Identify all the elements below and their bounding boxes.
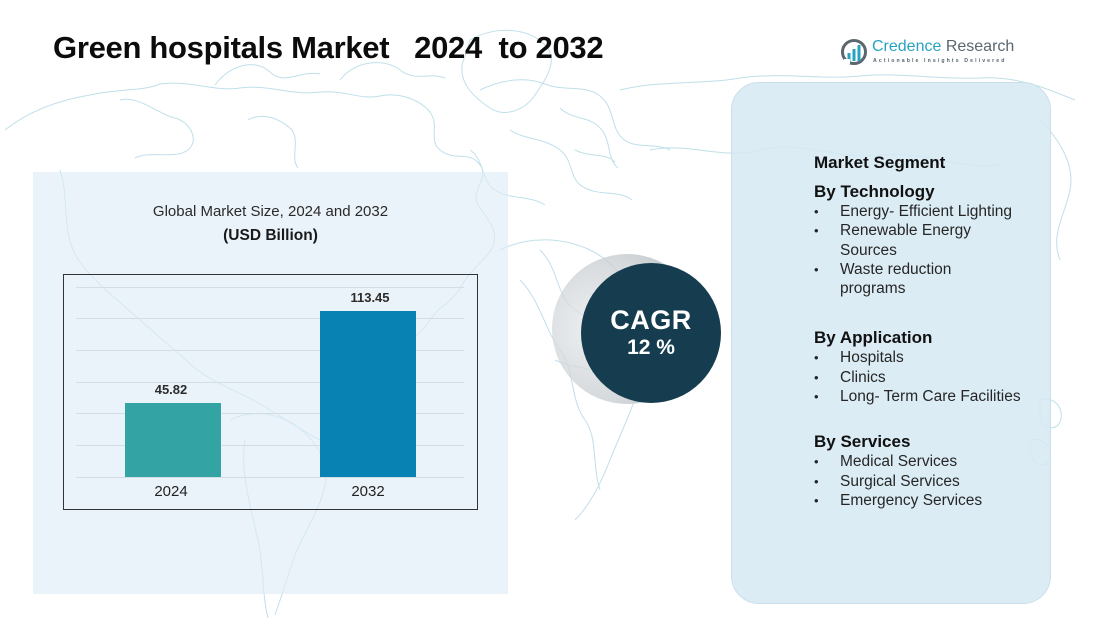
segment-item: • Waste reduction programs [814, 260, 979, 299]
cagr-badge: CAGR 12 % [581, 263, 721, 403]
bullet-icon: • [814, 473, 819, 489]
segment-item-label: Energy- Efficient Lighting [840, 203, 1013, 220]
market-size-chart-panel: Global Market Size, 2024 and 2032 (USD B… [33, 172, 508, 594]
segment-title: Market Segment [814, 153, 946, 172]
segment-item-label: Medical Services [840, 453, 958, 471]
chart-title: Global Market Size, 2024 and 2032 [152, 203, 389, 220]
bullet-icon: • [814, 389, 819, 405]
segment-item-label: Clinics [840, 368, 886, 386]
x-axis-label-2024: 2024 [154, 483, 188, 500]
bar-chart-circle-icon [841, 39, 867, 65]
segment-group-application: By Application • Hospitals • Clinics • Long… [814, 328, 1049, 406]
segment-heading: By Technology [814, 182, 935, 201]
segment-item: • Renewable Energy Sources [814, 221, 994, 260]
cagr-value: 12 % [627, 336, 675, 359]
segment-group-services: By Services • Medical Services • Surgical … [814, 432, 1049, 510]
gridline [76, 477, 464, 478]
segment-item-label: Surgical Services [840, 472, 960, 490]
segment-item: • Energy- Efficient Lighting [814, 202, 1049, 221]
bar-value-2032: 113.45 [350, 290, 390, 305]
bar-2032[interactable] [320, 311, 416, 477]
segment-item: • Hospitals [814, 348, 1049, 367]
segment-item: • Surgical Services [814, 472, 1049, 491]
segment-group-technology: By Technology • Energy- Efficient Lightin… [814, 182, 1049, 298]
x-axis-label-2032: 2032 [351, 483, 385, 500]
segment-item-label: Waste reduction programs [840, 260, 952, 298]
chart-unit-label: (USD Billion) [223, 227, 318, 244]
segment-item: • Long- Term Care Facilities [814, 387, 1049, 406]
bullet-icon: • [814, 204, 819, 219]
credence-research-logo: Credence Research Actionable Insights De… [840, 36, 1025, 70]
page-title: Green hospitals Market 2024 to 2032 [53, 30, 604, 65]
bar-2024[interactable] [125, 403, 221, 477]
segment-item: • Medical Services [814, 452, 1049, 471]
segment-item: • Emergency Services [814, 491, 1049, 510]
bar-value-2024: 45.82 [154, 382, 188, 397]
logo-name: Credence Research [872, 38, 1014, 56]
gridline [76, 287, 464, 288]
segment-item-label: Emergency Services [840, 491, 983, 509]
gridline [76, 318, 464, 319]
segment-heading: By Services [814, 432, 911, 452]
bullet-icon: • [814, 369, 819, 385]
segment-item: • Clinics [814, 368, 1049, 387]
segment-item-label: Renewable Energy Sources [840, 222, 971, 259]
gridline [76, 413, 464, 414]
bullet-icon: • [814, 223, 819, 239]
bullet-icon: • [814, 261, 819, 277]
logo-tagline: Actionable Insights Delivered [873, 58, 1007, 64]
cagr-label: CAGR [610, 305, 692, 335]
market-segment-panel: Market Segment By Technology • Energy- Ef… [731, 82, 1051, 604]
gridline [76, 445, 464, 446]
bullet-icon: • [814, 454, 819, 470]
bullet-icon: • [814, 350, 819, 366]
gridline [76, 350, 464, 351]
logo-name-part1: Credence [872, 38, 942, 55]
segment-heading: By Application [814, 328, 933, 348]
bullet-icon: • [814, 492, 819, 508]
gridline [76, 382, 464, 383]
segment-item-label: Hospitals [840, 349, 904, 367]
bar-chart: 45.82 2024 113.45 2032 [63, 274, 478, 510]
segment-item-label: Long- Term Care Facilities [840, 388, 1021, 406]
logo-name-part2: Research [941, 38, 1015, 55]
